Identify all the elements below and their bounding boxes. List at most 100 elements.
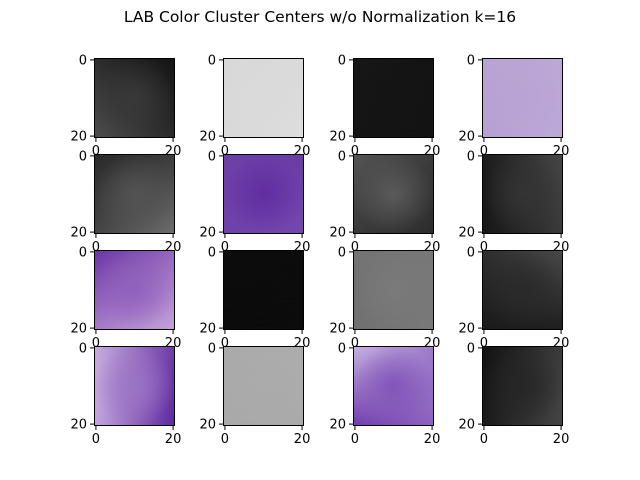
cluster-image-0 (94, 58, 175, 138)
cluster-image-15 (482, 346, 563, 426)
x-tick-label: 0 (92, 240, 100, 255)
y-tick-label: 20 (70, 418, 87, 433)
cluster-image-8 (94, 250, 175, 330)
subplot-14: 0 20 0 20 (329, 341, 440, 447)
y-tick-label: 20 (70, 226, 87, 241)
subplot-13: 0 20 0 20 (199, 341, 310, 447)
y-tick-label: 0 (338, 245, 346, 260)
y-tick-label: 0 (467, 53, 475, 68)
cluster-image-6 (353, 154, 434, 234)
x-tick-label: 0 (92, 336, 100, 351)
x-tick-label: 0 (351, 240, 359, 255)
axes-frame (94, 58, 175, 138)
y-tick-label: 0 (467, 149, 475, 164)
y-tick-label: 0 (79, 245, 87, 260)
y-tick-label: 0 (467, 245, 475, 260)
y-tick-label: 20 (458, 322, 475, 337)
cluster-image-11 (482, 250, 563, 330)
cluster-image-14 (353, 346, 434, 426)
axes-frame (482, 250, 563, 330)
axes-frame (223, 58, 304, 138)
axes-frame (353, 154, 434, 234)
y-tick-label: 0 (79, 53, 87, 68)
x-tick-label: 20 (424, 432, 441, 447)
x-tick-label: 0 (480, 240, 488, 255)
cluster-image-1 (223, 58, 304, 138)
x-tick-label: 0 (480, 144, 488, 159)
y-tick-label: 20 (199, 322, 216, 337)
cluster-image-5 (223, 154, 304, 234)
axes-frame (353, 250, 434, 330)
axes-frame (353, 346, 434, 426)
axes-frame (223, 154, 304, 234)
y-tick-label: 20 (199, 130, 216, 145)
y-tick-label: 20 (329, 322, 346, 337)
y-tick-label: 0 (79, 149, 87, 164)
y-tick-label: 20 (458, 418, 475, 433)
cluster-image-10 (353, 250, 434, 330)
axes-frame (223, 346, 304, 426)
y-tick-label: 0 (208, 149, 216, 164)
axes-frame (353, 58, 434, 138)
x-tick-label: 0 (221, 432, 229, 447)
x-tick-label: 20 (294, 432, 311, 447)
x-tick-label: 0 (92, 432, 100, 447)
y-tick-label: 20 (458, 226, 475, 241)
x-tick-label: 0 (351, 336, 359, 351)
y-tick-label: 0 (208, 245, 216, 260)
cluster-image-2 (353, 58, 434, 138)
y-tick-label: 0 (467, 341, 475, 356)
y-tick-label: 0 (208, 53, 216, 68)
cluster-image-9 (223, 250, 304, 330)
subplot-12: 0 20 0 20 (70, 341, 181, 447)
cluster-image-13 (223, 346, 304, 426)
y-tick-label: 20 (70, 130, 87, 145)
x-tick-label: 0 (221, 240, 229, 255)
x-tick-label: 0 (351, 144, 359, 159)
chart-title: LAB Color Cluster Centers w/o Normalizat… (124, 8, 516, 26)
y-tick-label: 0 (338, 53, 346, 68)
y-tick-label: 20 (199, 418, 216, 433)
x-tick-label: 0 (351, 432, 359, 447)
axes-frame (482, 154, 563, 234)
y-tick-label: 20 (329, 130, 346, 145)
y-tick-label: 0 (79, 341, 87, 356)
axes-frame (482, 346, 563, 426)
y-tick-label: 20 (458, 130, 475, 145)
y-tick-label: 0 (338, 149, 346, 164)
x-tick-label: 0 (480, 336, 488, 351)
y-tick-label: 0 (208, 341, 216, 356)
axes-frame (223, 250, 304, 330)
x-tick-label: 0 (221, 144, 229, 159)
subplot-15: 0 20 0 20 (458, 341, 569, 447)
cluster-image-12 (94, 346, 175, 426)
axes-frame (94, 154, 175, 234)
y-tick-label: 20 (329, 226, 346, 241)
cluster-image-3 (482, 58, 563, 138)
x-tick-label: 0 (92, 144, 100, 159)
axes-frame (94, 346, 175, 426)
x-tick-label: 0 (221, 336, 229, 351)
y-tick-label: 0 (338, 341, 346, 356)
cluster-image-4 (94, 154, 175, 234)
y-tick-label: 20 (199, 226, 216, 241)
x-tick-label: 20 (553, 432, 570, 447)
axes-frame (482, 58, 563, 138)
axes-frame (94, 250, 175, 330)
cluster-image-7 (482, 154, 563, 234)
y-tick-label: 20 (70, 322, 87, 337)
